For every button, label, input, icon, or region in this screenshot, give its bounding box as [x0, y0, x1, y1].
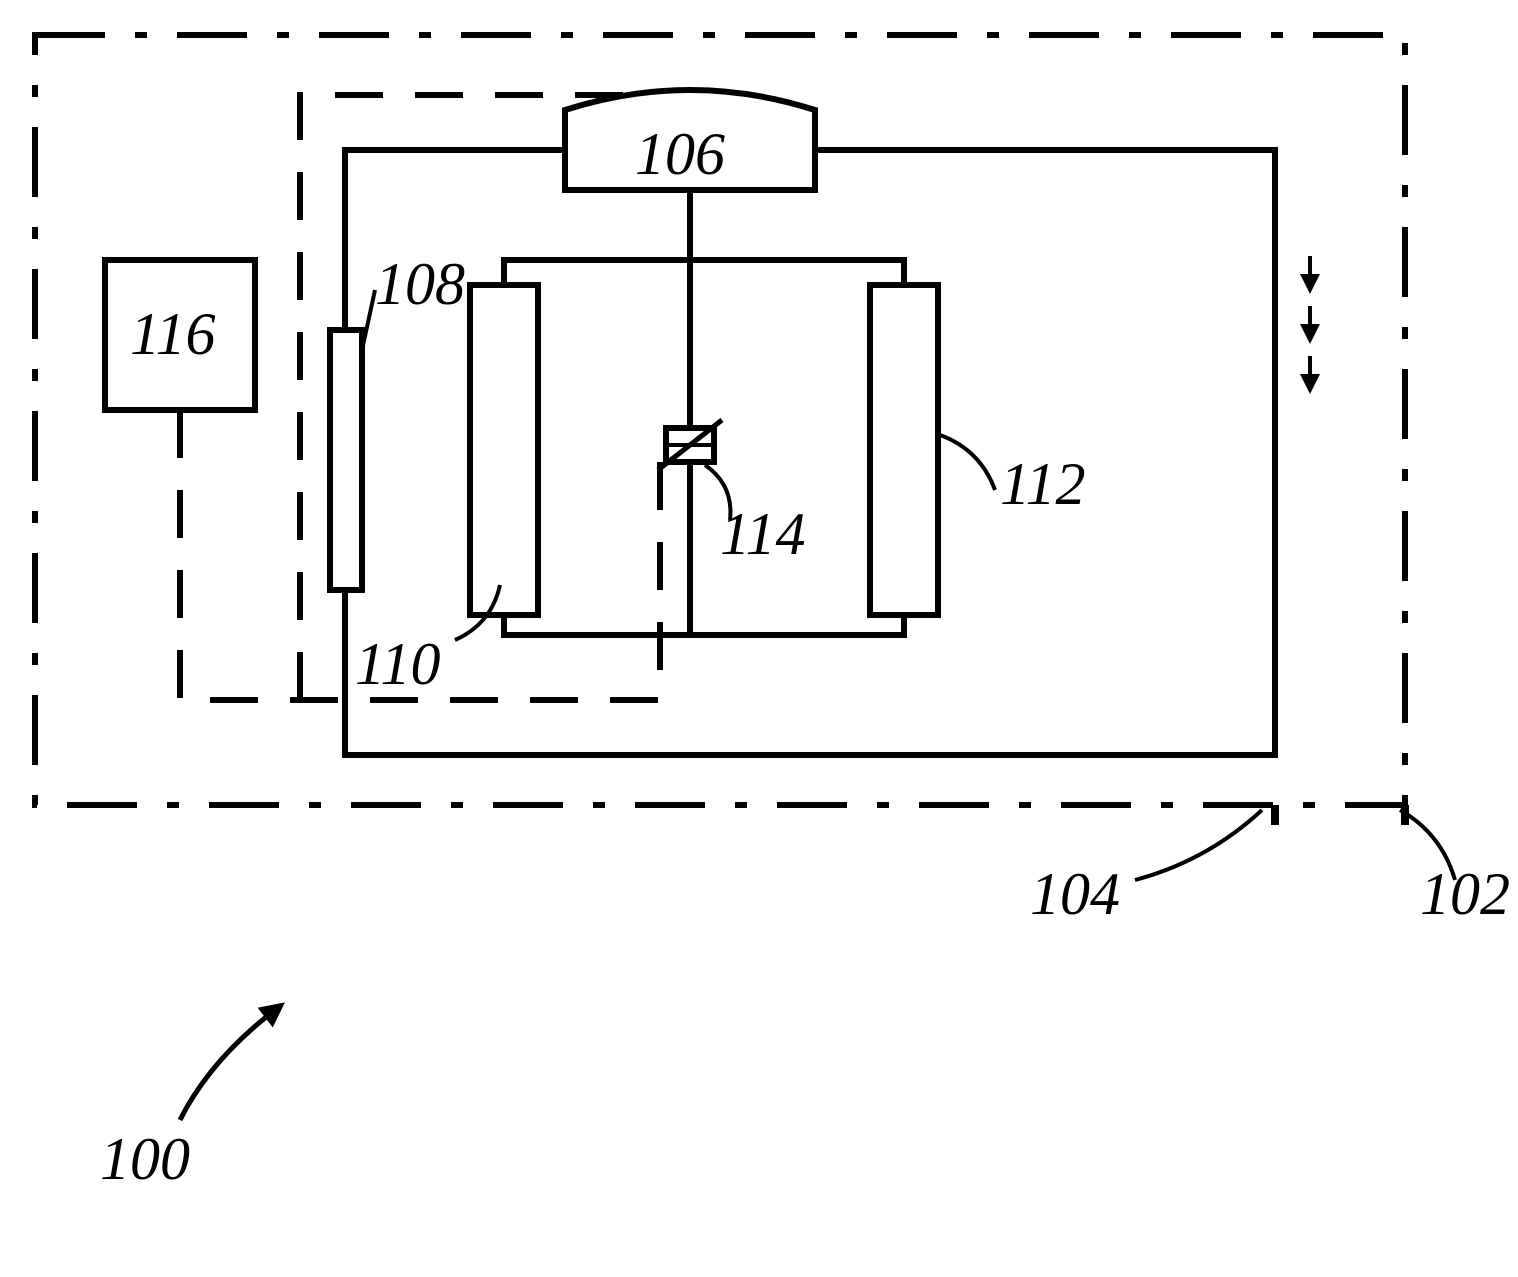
- label-108: 108: [375, 250, 465, 319]
- label-100: 100: [100, 1125, 190, 1194]
- label-110: 110: [355, 630, 441, 699]
- label-112: 112: [1000, 450, 1086, 519]
- label-106: 106: [635, 120, 725, 189]
- label-116: 116: [130, 300, 216, 369]
- diagram-svg: [0, 0, 1518, 1277]
- label-102: 102: [1420, 860, 1510, 929]
- diagram-stage: 100 102 104 106 108 110 112 114 116: [0, 0, 1518, 1277]
- label-114: 114: [720, 500, 806, 569]
- label-104: 104: [1030, 860, 1120, 929]
